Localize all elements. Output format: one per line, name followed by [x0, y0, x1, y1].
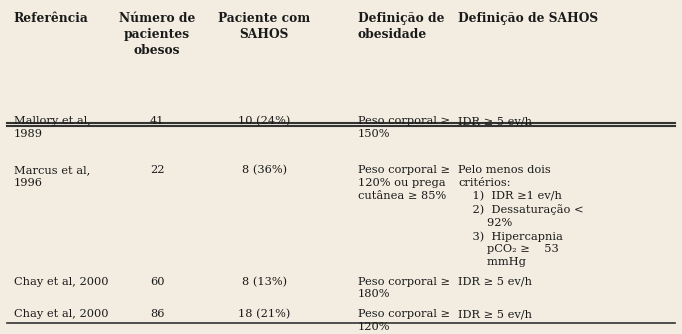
Text: Chay et al, 2000: Chay et al, 2000	[14, 277, 108, 287]
Text: IDR ≥ 5 ev/h: IDR ≥ 5 ev/h	[458, 309, 532, 319]
Text: Paciente com
SAHOS: Paciente com SAHOS	[218, 11, 310, 40]
Text: Definição de SAHOS: Definição de SAHOS	[458, 11, 598, 24]
Text: 86: 86	[150, 309, 164, 319]
Text: 8 (36%): 8 (36%)	[241, 165, 286, 176]
Text: Mallory et al,
1989: Mallory et al, 1989	[14, 116, 91, 139]
Text: 22: 22	[150, 165, 164, 175]
Text: Peso corporal ≥
150%: Peso corporal ≥ 150%	[357, 116, 449, 139]
Text: Pelo menos dois
critérios:
    1)  IDR ≥1 ev/h
    2)  Dessaturação <
        92: Pelo menos dois critérios: 1) IDR ≥1 ev/…	[458, 165, 584, 267]
Text: Peso corporal ≥
120%: Peso corporal ≥ 120%	[357, 309, 449, 332]
Text: Definição de
obesidade: Definição de obesidade	[357, 11, 444, 40]
Text: IDR ≥ 5 ev/h: IDR ≥ 5 ev/h	[458, 116, 532, 126]
Text: 10 (24%): 10 (24%)	[238, 116, 291, 127]
Text: 60: 60	[150, 277, 164, 287]
Text: 18 (21%): 18 (21%)	[238, 309, 291, 320]
Text: 41: 41	[150, 116, 164, 126]
Text: Chay et al, 2000: Chay et al, 2000	[14, 309, 108, 319]
Text: Peso corporal ≥
120% ou prega
cutânea ≥ 85%: Peso corporal ≥ 120% ou prega cutânea ≥ …	[357, 165, 449, 201]
Text: IDR ≥ 5 ev/h: IDR ≥ 5 ev/h	[458, 277, 532, 287]
Text: Número de
pacientes
obesos: Número de pacientes obesos	[119, 11, 195, 56]
Text: Marcus et al,
1996: Marcus et al, 1996	[14, 165, 90, 188]
Text: Referência: Referência	[14, 11, 89, 24]
Text: 8 (13%): 8 (13%)	[241, 277, 286, 287]
Text: Peso corporal ≥
180%: Peso corporal ≥ 180%	[357, 277, 449, 300]
